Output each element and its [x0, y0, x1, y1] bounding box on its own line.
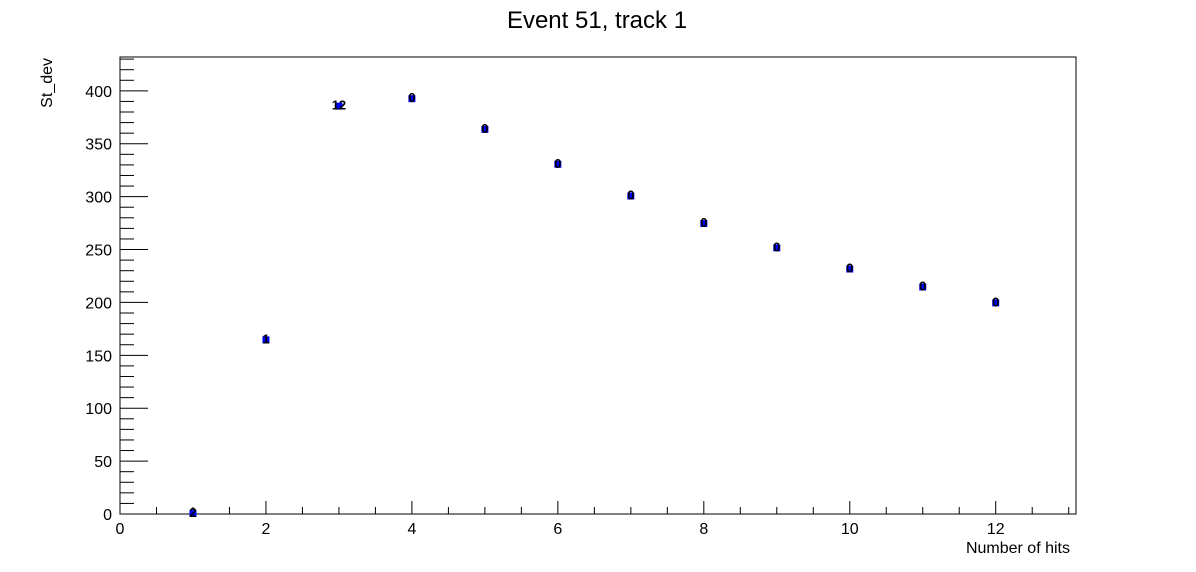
y-tick-label: 250 [85, 243, 112, 260]
point-label: 0 [992, 294, 999, 309]
y-tick-label: 400 [85, 84, 112, 101]
x-tick-label: 6 [553, 521, 562, 538]
chart-title: Event 51, track 1 [507, 7, 687, 34]
data-point [919, 283, 927, 291]
point-label: 0 [773, 239, 780, 254]
point-label: 0 [627, 188, 634, 203]
point-label: 0 [408, 90, 415, 105]
x-axis-label: Number of hits [966, 540, 1070, 557]
point-label: 0 [700, 215, 707, 230]
y-tick-label: 350 [85, 137, 112, 154]
point-label: 0 [554, 156, 561, 171]
data-point [773, 244, 781, 252]
plot-frame [119, 56, 1077, 515]
y-tick-label: 50 [94, 454, 112, 471]
data-point [189, 509, 197, 517]
y-tick-label: 100 [85, 401, 112, 418]
data-point [262, 336, 270, 344]
data-point [554, 160, 562, 168]
point-label: 0 [481, 121, 488, 136]
y-tick-label: 0 [103, 507, 112, 524]
data-point [481, 125, 489, 133]
data-point [627, 192, 635, 200]
y-tick-label: 300 [85, 190, 112, 207]
data-point [846, 265, 854, 273]
point-label: 0 [919, 279, 926, 294]
x-axis: 0 2 4 6 8 10 12 [116, 501, 1070, 538]
x-tick-label: 12 [987, 521, 1005, 538]
data-point [335, 102, 343, 110]
x-tick-label: 0 [116, 521, 125, 538]
y-axis-label: St_dev [39, 58, 56, 108]
data-points: 2 1 12 0 0 0 0 0 0 0 0 0 [189, 90, 999, 520]
point-label: 1 [262, 331, 269, 346]
point-label: 0 [846, 261, 853, 276]
point-label: 2 [189, 505, 196, 520]
x-tick-label: 4 [407, 521, 416, 538]
point-label: 12 [332, 98, 346, 113]
data-point [700, 220, 708, 228]
y-tick-label: 150 [85, 348, 112, 365]
x-tick-label: 10 [841, 521, 859, 538]
y-axis: 0 50 100 150 200 250 300 350 400 [85, 58, 148, 524]
x-tick-label: 2 [262, 521, 271, 538]
x-tick-label: 8 [699, 521, 708, 538]
data-point [992, 299, 1000, 307]
y-tick-label: 200 [85, 295, 112, 312]
data-point [408, 95, 416, 103]
